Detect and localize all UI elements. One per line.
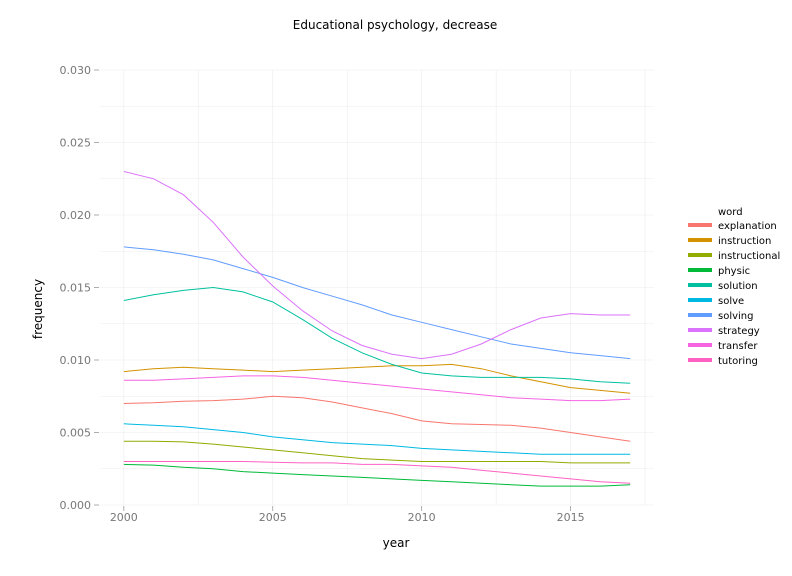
legend-swatch-physic — [688, 268, 712, 272]
chart-title: Educational psychology, decrease — [293, 18, 497, 32]
series-line-instruction — [123, 363, 631, 394]
y-tick-label: 0.015 — [60, 282, 92, 295]
legend-swatch-solving — [688, 313, 712, 317]
legend-label-solving: solving — [718, 311, 754, 322]
x-tick-label: 2000 — [110, 511, 138, 524]
series-line-solve — [123, 423, 631, 455]
legend-label-solution: solution — [718, 281, 758, 292]
y-tick-label: 0.030 — [60, 64, 92, 77]
legend-label-instruction: instruction — [718, 236, 771, 247]
legend-swatch-tutoring — [688, 358, 712, 362]
series-line-transfer — [123, 375, 631, 402]
legend-label-physic: physic — [718, 266, 750, 277]
series-line-solving — [123, 246, 631, 360]
x-tick-label: 2010 — [408, 511, 436, 524]
legend-label-explanation: explanation — [718, 221, 777, 232]
y-tick-label: 0.025 — [60, 137, 92, 150]
legend-label-transfer: transfer — [718, 341, 758, 352]
series-line-tutoring — [123, 461, 631, 484]
series-lines — [123, 171, 631, 487]
y-tick-label: 0.020 — [60, 209, 92, 222]
y-tick-label: 0.000 — [60, 499, 92, 512]
legend-swatch-instruction — [688, 238, 712, 242]
legend-swatch-solve — [688, 298, 712, 302]
series-line-strategy — [123, 171, 631, 360]
legend-swatch-solution — [688, 283, 712, 287]
axes: 0.000 0.005 0.010 0.015 0.020 0.025 0.030 2000 2… — [60, 64, 585, 524]
legend: word explanation instruction instructional… — [688, 207, 780, 367]
y-tick-label: 0.005 — [60, 427, 92, 440]
legend-label-instructional: instructional — [718, 251, 780, 262]
legend-label-solve: solve — [718, 296, 744, 307]
series-line-physic — [123, 463, 631, 487]
x-tick-label: 2015 — [557, 511, 585, 524]
legend-swatch-instructional — [688, 253, 712, 257]
legend-label-strategy: strategy — [718, 326, 760, 337]
legend-swatch-explanation — [688, 223, 712, 227]
x-tick-label: 2005 — [259, 511, 287, 524]
legend-swatch-strategy — [688, 328, 712, 332]
series-line-solution — [123, 286, 631, 384]
series-line-instructional — [123, 440, 631, 464]
legend-swatch-transfer — [688, 343, 712, 347]
legend-title: word — [718, 207, 743, 218]
legend-label-tutoring: tutoring — [718, 356, 758, 367]
grid-lines — [100, 69, 654, 506]
y-tick-label: 0.010 — [60, 354, 92, 367]
y-axis-title: frequency — [31, 279, 45, 339]
series-line-explanation — [123, 395, 631, 442]
x-axis-title: year — [383, 536, 410, 550]
